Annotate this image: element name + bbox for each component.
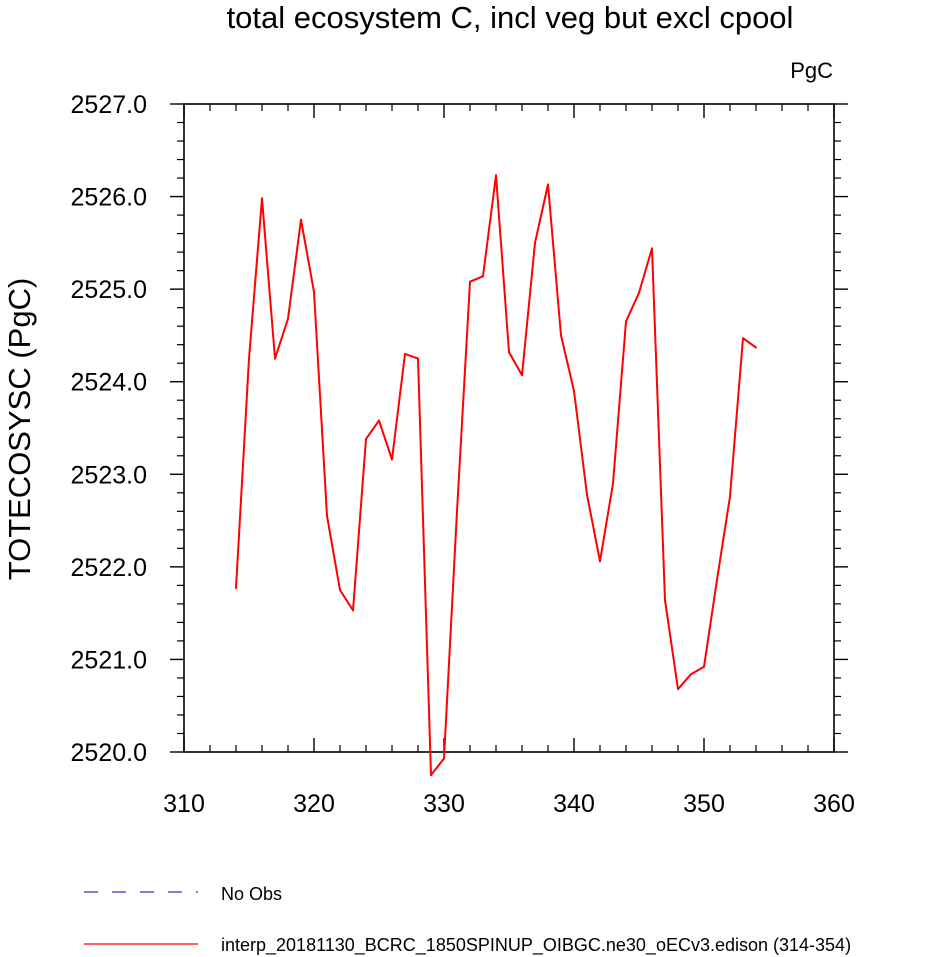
data-point bbox=[729, 495, 731, 498]
data-point bbox=[365, 438, 367, 441]
data-point bbox=[469, 280, 471, 283]
data-point bbox=[547, 183, 549, 186]
legend: No Obs interp_20181130_BCRC_1850SPINUP_O… bbox=[84, 884, 851, 956]
y-tick-label-2520: 2520.0 bbox=[71, 739, 147, 767]
data-point bbox=[612, 482, 614, 485]
data-point bbox=[651, 247, 653, 250]
data-point bbox=[521, 374, 523, 377]
plot-frame bbox=[183, 103, 835, 753]
y-tick-label-2526: 2526.0 bbox=[71, 184, 147, 212]
data-point bbox=[495, 174, 497, 177]
axis-ticks: 310 320 330 340 350 360 2520.0 2521.0 2522.0 2523… bbox=[71, 91, 855, 818]
data-point bbox=[482, 275, 484, 278]
series-layer bbox=[235, 174, 757, 777]
data-point bbox=[339, 589, 341, 591]
x-tick-label-310: 310 bbox=[163, 790, 205, 818]
data-point bbox=[586, 493, 588, 496]
data-point bbox=[755, 346, 757, 349]
data-point bbox=[313, 290, 315, 293]
y-tick-label-2521: 2521.0 bbox=[71, 646, 147, 674]
data-point bbox=[443, 757, 445, 760]
data-point bbox=[352, 609, 354, 612]
data-point bbox=[300, 218, 302, 221]
units-label: PgC bbox=[790, 58, 833, 83]
data-point bbox=[638, 291, 640, 294]
data-point bbox=[391, 458, 393, 461]
data-point bbox=[599, 560, 601, 563]
y-tick-label-2525: 2525.0 bbox=[71, 276, 147, 304]
x-tick-label-320: 320 bbox=[293, 790, 335, 818]
y-tick-label-2523: 2523.0 bbox=[71, 461, 147, 489]
x-tick-label-350: 350 bbox=[683, 790, 725, 818]
legend-label-model: interp_20181130_BCRC_1850SPINUP_OIBGC.ne… bbox=[221, 935, 851, 956]
data-point bbox=[287, 317, 289, 320]
data-point bbox=[326, 514, 328, 517]
data-point bbox=[534, 241, 536, 244]
y-tick-label-2524: 2524.0 bbox=[71, 369, 147, 397]
data-point bbox=[261, 197, 263, 200]
data-point bbox=[274, 357, 276, 360]
data-point bbox=[716, 578, 718, 581]
data-point bbox=[235, 587, 237, 590]
x-tick-label-330: 330 bbox=[423, 790, 465, 818]
data-point bbox=[625, 320, 627, 323]
data-point bbox=[560, 334, 562, 337]
data-point bbox=[248, 357, 250, 360]
legend-label-no-obs: No Obs bbox=[221, 884, 282, 904]
chart-title: total ecosystem C, incl veg but excl cpo… bbox=[227, 0, 794, 35]
x-tick-label-360: 360 bbox=[813, 790, 855, 818]
data-point bbox=[690, 673, 692, 676]
data-point bbox=[430, 774, 432, 777]
data-point bbox=[573, 390, 575, 392]
y-tick-label-2522: 2522.0 bbox=[71, 554, 147, 582]
data-point bbox=[508, 351, 510, 354]
data-point bbox=[664, 599, 666, 602]
data-point bbox=[456, 510, 458, 513]
data-point bbox=[378, 419, 380, 422]
data-point bbox=[703, 665, 705, 668]
y-axis-label: TOTECOSYSC (PgC) bbox=[2, 278, 37, 581]
data-point bbox=[742, 337, 744, 340]
data-point bbox=[677, 688, 679, 691]
data-point bbox=[417, 357, 419, 360]
data-point bbox=[404, 352, 406, 355]
y-tick-label-2527: 2527.0 bbox=[71, 91, 147, 119]
x-tick-label-340: 340 bbox=[553, 790, 595, 818]
series-line-0 bbox=[235, 174, 757, 777]
